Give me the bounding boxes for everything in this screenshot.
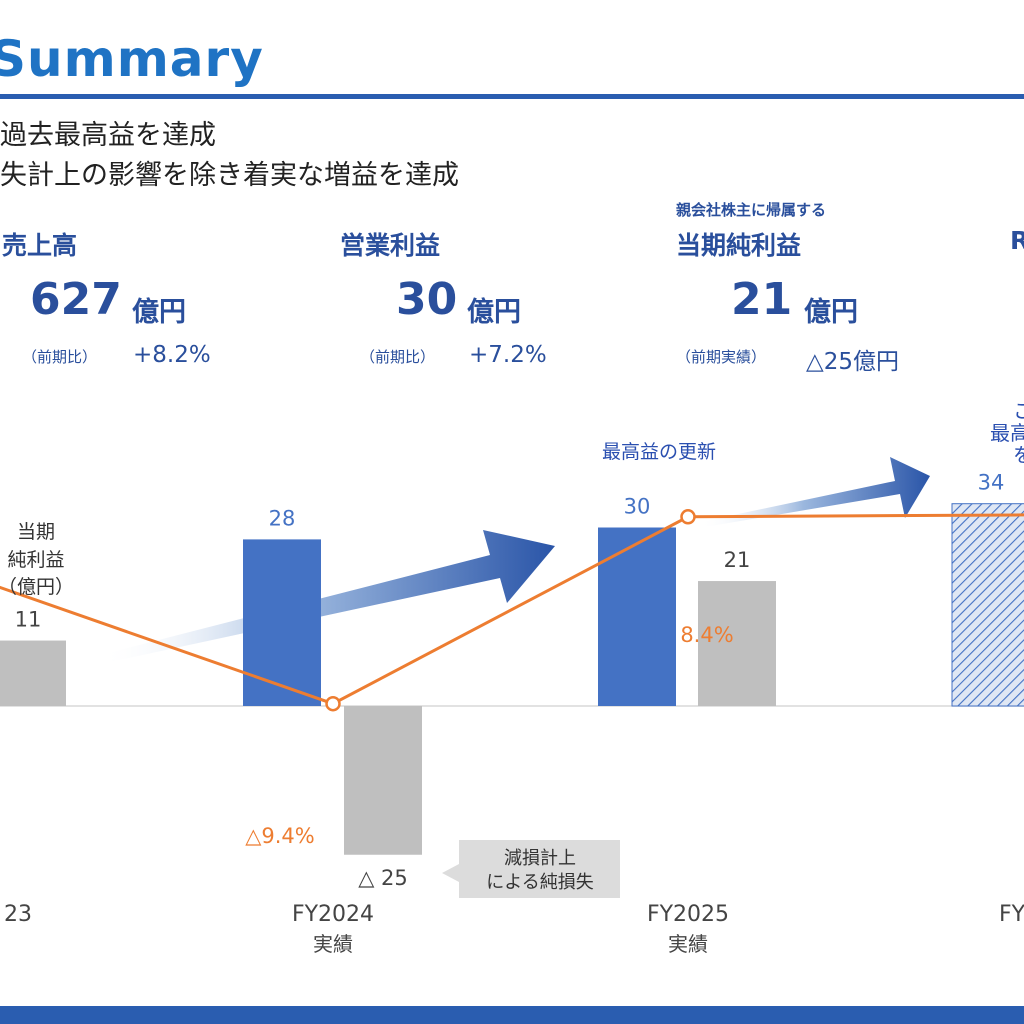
kpi-partial-label: R <box>1010 226 1024 255</box>
bar-primary-fy2025 <box>598 527 676 706</box>
kpi-op-unit: 億円 <box>467 297 521 328</box>
trend-arrow-1 <box>100 530 555 662</box>
impairment-line-2: による純損失 <box>486 872 593 893</box>
category-label-fy2023: 23 <box>4 902 32 927</box>
headline-1: 過去最高益を達成 <box>0 120 216 151</box>
kpi-op-label: 営業利益 <box>340 231 441 260</box>
kpi-sales-compare-label: （前期比） <box>22 348 98 366</box>
bar-secondary-label-fy2025: 21 <box>724 548 751 572</box>
partial-annotation-2: 最高 <box>990 421 1024 445</box>
bar-secondary-fy2024 <box>344 706 422 855</box>
line-series <box>0 513 1024 706</box>
headline-2: 失計上の影響を除き着実な増益を達成 <box>0 160 459 191</box>
kpi-net-compare-label: （前期実績） <box>676 348 767 366</box>
kpi-net-label: 当期純利益 <box>676 231 802 260</box>
title-rule <box>0 94 1024 99</box>
category-label-fy2025: FY2025 <box>647 902 729 927</box>
page-title: Summary <box>0 30 264 88</box>
series-name-line-3: （億円） <box>0 576 74 598</box>
trend-arrow-2 <box>700 457 930 527</box>
category-sublabel-fy2025: 実績 <box>668 932 708 956</box>
bar-primary-fy2026 <box>951 503 1024 707</box>
kpi-net-compare-value: △25億円 <box>806 349 899 375</box>
kpi-op-compare-label: （前期比） <box>360 348 436 366</box>
line-label-fy2024: △9.4% <box>245 824 315 848</box>
bar-primary-label-fy2026: 34 <box>978 471 1005 495</box>
impairment-line-1: 減損計上 <box>504 848 576 869</box>
impairment-callout: 減損計上 による純損失 <box>442 840 620 898</box>
series-name-line-2: 純利益 <box>7 549 64 571</box>
kpi-net-pre-label: 親会社株主に帰属する <box>676 201 827 219</box>
bar-secondary-label-fy2023: 11 <box>15 608 42 632</box>
bar-primary-fy2024 <box>243 539 321 706</box>
record-annotation: 最高益の更新 <box>602 441 716 463</box>
kpi-net-unit: 億円 <box>804 297 858 328</box>
kpi-sales-value: 627 <box>30 274 122 325</box>
kpi-net-value: 21 <box>731 274 793 325</box>
series-name-line-1: 当期 <box>17 521 55 543</box>
category-sublabel-fy2024: 実績 <box>313 932 353 956</box>
line-point-fy2024 <box>325 695 341 712</box>
kpi-op-value: 30 <box>396 274 458 325</box>
line-point-fy2025 <box>680 509 696 525</box>
category-label-fy2026: FY <box>999 902 1024 927</box>
partial-annotation-3: を <box>1013 443 1024 467</box>
kpi-sales-compare-value: +8.2% <box>133 342 211 368</box>
kpi-op-compare-value: +7.2% <box>469 342 547 368</box>
kpi-sales-label: 売上高 <box>2 231 78 260</box>
footer-bar <box>0 1006 1024 1024</box>
bar-secondary-fy2023 <box>0 640 66 706</box>
bar-secondary-fy2025 <box>698 581 776 706</box>
kpi-sales-unit: 億円 <box>132 297 186 328</box>
bar-primary-label-fy2025: 30 <box>624 495 651 519</box>
partial-annotation-1: こ <box>1013 399 1024 423</box>
bar-primary-label-fy2024: 28 <box>269 506 296 530</box>
category-label-fy2024: FY2024 <box>292 902 374 927</box>
bar-secondary-label-fy2024: △ 25 <box>358 866 408 890</box>
line-label-fy2025: 8.4% <box>680 623 733 647</box>
